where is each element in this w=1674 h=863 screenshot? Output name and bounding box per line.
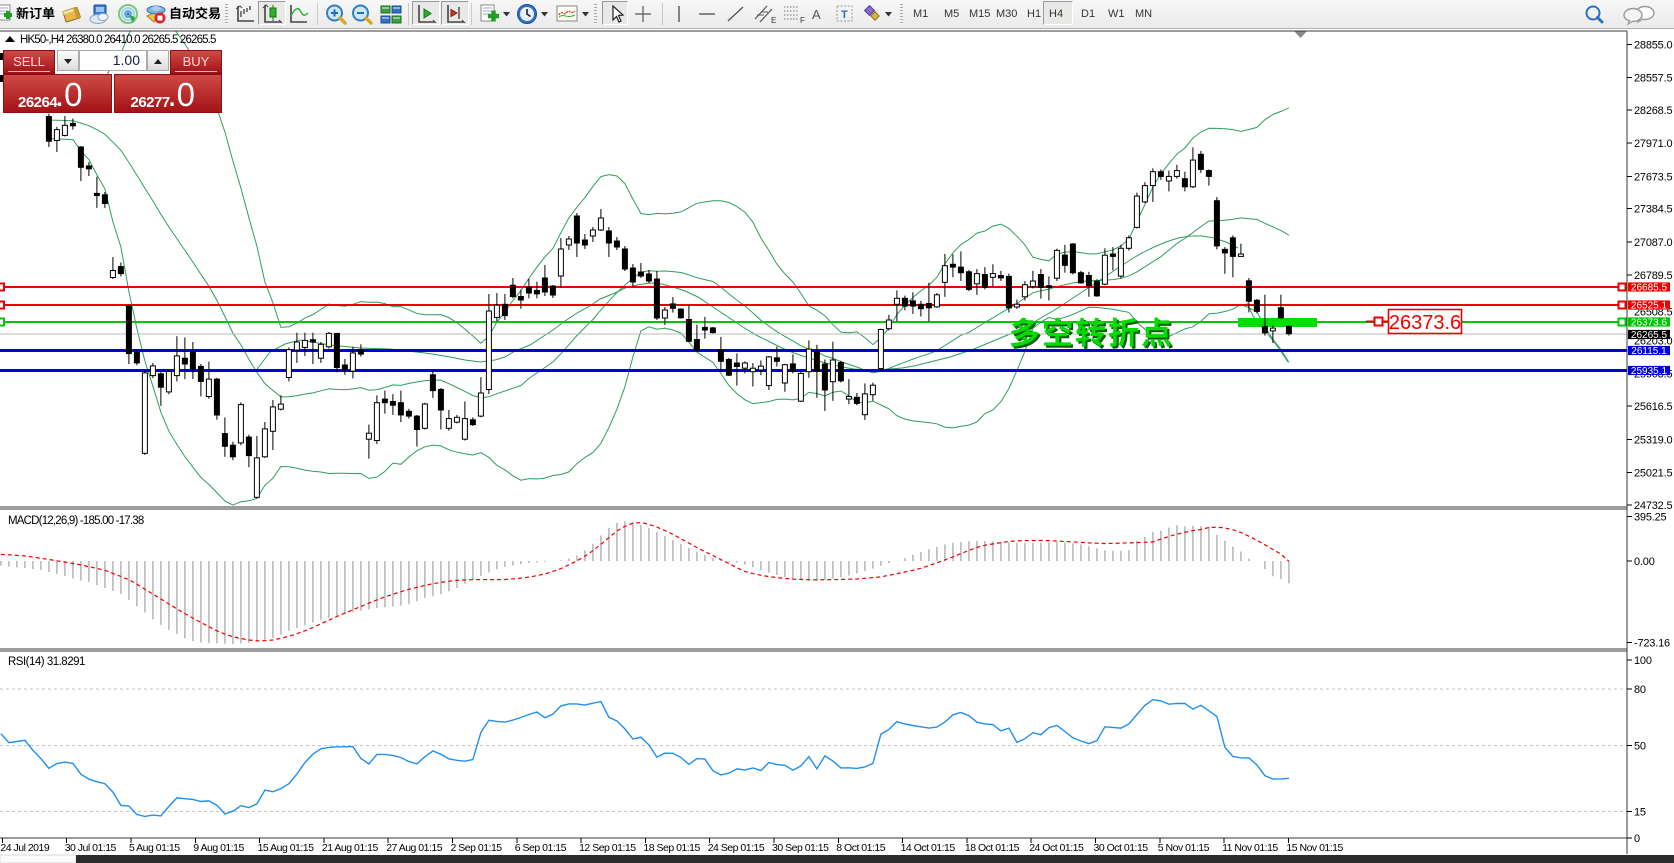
svg-text:5 Aug 01:15: 5 Aug 01:15 <box>129 842 180 854</box>
svg-text:F: F <box>800 16 805 25</box>
svg-text:0: 0 <box>1634 833 1640 845</box>
svg-text:25616.5: 25616.5 <box>1634 401 1672 413</box>
svg-text:15 Aug 01:15: 15 Aug 01:15 <box>258 842 315 854</box>
svg-text:-723.16: -723.16 <box>1634 638 1670 650</box>
svg-text:26373.6: 26373.6 <box>1389 312 1461 334</box>
svg-text:26115.1: 26115.1 <box>1631 346 1667 357</box>
svg-text:24 Jul 2019: 24 Jul 2019 <box>0 842 49 854</box>
svg-text:28855.0: 28855.0 <box>1634 40 1672 52</box>
svg-text:26373.6: 26373.6 <box>1631 318 1668 329</box>
svg-text:26265.5: 26265.5 <box>1631 330 1668 341</box>
svg-text:11 Nov 01:15: 11 Nov 01:15 <box>1222 842 1278 854</box>
svg-text:15: 15 <box>1634 807 1646 819</box>
svg-text:24732.5: 24732.5 <box>1634 500 1672 512</box>
svg-text:2 Sep 01:15: 2 Sep 01:15 <box>451 842 503 854</box>
svg-text:9 Aug 01:15: 9 Aug 01:15 <box>193 842 244 854</box>
svg-text:27971.0: 27971.0 <box>1634 138 1672 150</box>
svg-text:26525.1: 26525.1 <box>1631 301 1668 312</box>
svg-text:6 Sep 01:15: 6 Sep 01:15 <box>515 842 567 854</box>
svg-text:28557.5: 28557.5 <box>1634 73 1672 85</box>
svg-text:24 Oct 01:15: 24 Oct 01:15 <box>1029 842 1084 854</box>
svg-text:RSI(14) 31.8291: RSI(14) 31.8291 <box>8 656 85 668</box>
svg-text:MACD(12,26,9) -185.00 -17.38: MACD(12,26,9) -185.00 -17.38 <box>8 515 144 527</box>
svg-text:30 Sep 01:15: 30 Sep 01:15 <box>772 842 829 854</box>
svg-text:30 Jul 01:15: 30 Jul 01:15 <box>65 842 117 854</box>
svg-text:25319.0: 25319.0 <box>1634 435 1672 447</box>
svg-text:395.25: 395.25 <box>1634 511 1667 523</box>
svg-text:5 Nov 01:15: 5 Nov 01:15 <box>1158 842 1210 854</box>
svg-text:15 Nov 01:15: 15 Nov 01:15 <box>1286 842 1343 854</box>
svg-text:50: 50 <box>1634 740 1646 752</box>
svg-text:25935.1: 25935.1 <box>1631 366 1668 377</box>
svg-text:14 Oct 01:15: 14 Oct 01:15 <box>901 842 956 854</box>
svg-text:28268.5: 28268.5 <box>1634 105 1672 117</box>
svg-text:12 Sep 01:15: 12 Sep 01:15 <box>579 842 636 854</box>
svg-text:80: 80 <box>1634 684 1646 696</box>
svg-text:26789.5: 26789.5 <box>1634 270 1672 282</box>
svg-text:30 Oct 01:15: 30 Oct 01:15 <box>1094 842 1149 854</box>
svg-text:T: T <box>841 9 848 21</box>
svg-text:18 Sep 01:15: 18 Sep 01:15 <box>643 842 700 854</box>
svg-text:27 Aug 01:15: 27 Aug 01:15 <box>386 842 443 854</box>
svg-text:100: 100 <box>1634 655 1652 667</box>
svg-text:24 Sep 01:15: 24 Sep 01:15 <box>708 842 765 854</box>
svg-text:HK50-,H4 26380.0 26410.0 2626: HK50-,H4 26380.0 26410.0 26265.5 26265.5 <box>20 34 216 46</box>
svg-text:18 Oct 01:15: 18 Oct 01:15 <box>965 842 1020 854</box>
svg-text:25021.5: 25021.5 <box>1634 468 1672 480</box>
svg-text:E: E <box>771 16 776 25</box>
svg-text:21 Aug 01:15: 21 Aug 01:15 <box>322 842 379 854</box>
svg-text:0.00: 0.00 <box>1634 556 1655 568</box>
svg-text:27673.5: 27673.5 <box>1634 172 1672 184</box>
svg-text:27384.5: 27384.5 <box>1634 204 1672 216</box>
svg-text:27087.0: 27087.0 <box>1634 237 1672 249</box>
svg-text:8 Oct 01:15: 8 Oct 01:15 <box>836 842 885 854</box>
svg-text:26685.5: 26685.5 <box>1631 283 1668 294</box>
